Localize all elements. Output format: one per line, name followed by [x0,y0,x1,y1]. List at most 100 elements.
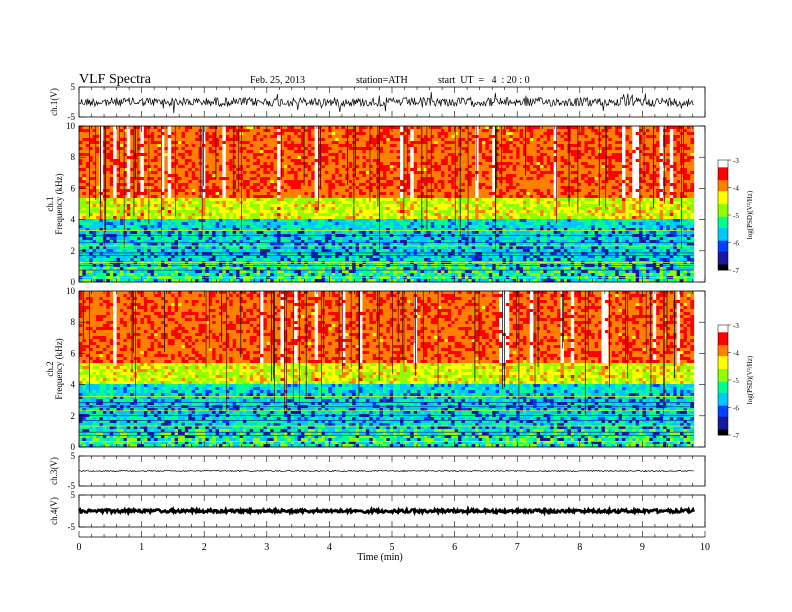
heatmap-cell [266,186,271,190]
heatmap-cell [280,267,285,271]
heatmap-cell [307,153,312,157]
heatmap-cell [232,225,237,229]
heatmap-cell [307,129,312,133]
heatmap-cell [297,129,302,133]
heatmap-cell [328,198,333,202]
heatmap-cell [181,147,186,151]
heatmap-cell [290,180,295,184]
heatmap-cell [256,186,261,190]
heatmap-cell [355,198,360,202]
heatmap-cell [300,210,305,214]
heatmap-cell [338,159,343,163]
heatmap-cell [277,213,281,217]
heatmap-cell [96,165,100,169]
heatmap-cell [191,195,196,199]
heatmap-cell [126,174,131,178]
heatmap-cell [362,273,367,277]
heatmap-cell [201,150,206,154]
heatmap-cell [280,258,285,262]
heatmap-cell [260,138,264,142]
heatmap-cell [212,153,217,157]
heatmap-cell [341,222,346,226]
heatmap-cell [184,189,189,193]
heatmap-cell [379,129,384,133]
heatmap-cell [283,150,288,154]
heatmap-cell [249,162,254,166]
heatmap-cell [143,201,148,205]
heatmap-cell [181,159,186,163]
heatmap-cell [341,246,346,250]
heatmap-cell [201,258,206,262]
heatmap-cell [208,135,213,139]
heatmap-cell [219,267,223,271]
heatmap-cell [283,144,288,148]
heatmap-cell [372,177,377,181]
heatmap-cell [338,147,343,151]
heatmap-cell [304,153,309,157]
heatmap-cell [92,246,97,250]
heatmap-cell [283,138,288,142]
heatmap-cell [198,225,203,229]
heatmap-cell [321,144,326,148]
heatmap-cell [335,270,339,274]
heatmap-cell [222,162,227,166]
heatmap-cell [287,249,292,253]
heatmap-cell [355,168,360,172]
heatmap-cell [232,144,237,148]
heatmap-cell [123,189,128,193]
heatmap-cell [369,183,374,187]
heatmap-cell [219,171,223,175]
heatmap-cell [260,195,264,199]
heatmap-cell [253,174,257,178]
heatmap-cell [307,231,312,235]
heatmap-cell [365,270,370,274]
heatmap-cell [328,222,333,226]
heatmap-cell [372,156,377,160]
heatmap-cell [307,159,312,163]
heatmap-cell [174,153,179,157]
heatmap-cell [389,180,394,184]
heatmap-cell [393,177,398,181]
heatmap-cell [137,186,141,190]
heatmap-cell [290,204,295,208]
heatmap-cell [191,180,196,184]
heatmap-cell [184,150,189,154]
heatmap-cell [331,135,336,139]
heatmap-cell [215,171,220,175]
heatmap-cell [174,225,179,229]
heatmap-cell [260,270,264,274]
heatmap-cell [150,210,155,214]
heatmap-cell [164,246,169,250]
heatmap-cell [147,237,152,241]
heatmap-cell [260,240,264,244]
heatmap-cell [133,219,138,223]
heatmap-cell [215,126,220,130]
heatmap-cell [184,207,189,211]
heatmap-cell [140,267,145,271]
heatmap-cell [355,177,360,181]
heatmap-cell [236,210,240,214]
heatmap-cell [116,141,121,145]
heatmap-cell [195,156,199,160]
heatmap-cell [215,255,220,259]
heatmap-cell [256,135,261,139]
heatmap-cell [331,198,336,202]
heatmap-cell [188,273,193,277]
heatmap-cell [198,219,203,223]
heatmap-cell [99,204,104,208]
heatmap-cell [143,129,148,133]
heatmap-cell [201,153,206,157]
heatmap-cell [386,273,391,277]
heatmap-cell [341,228,346,232]
heatmap-cell [300,126,305,130]
heatmap-cell [369,129,374,133]
heatmap-cell [393,165,398,169]
heatmap-cell [242,204,247,208]
heatmap-cell [164,207,169,211]
heatmap-cell [79,207,83,211]
heatmap-cell [96,243,100,247]
heatmap-cell [229,180,234,184]
heatmap-cell [382,228,387,232]
heatmap-cell [119,249,124,253]
heatmap-cell [287,171,292,175]
